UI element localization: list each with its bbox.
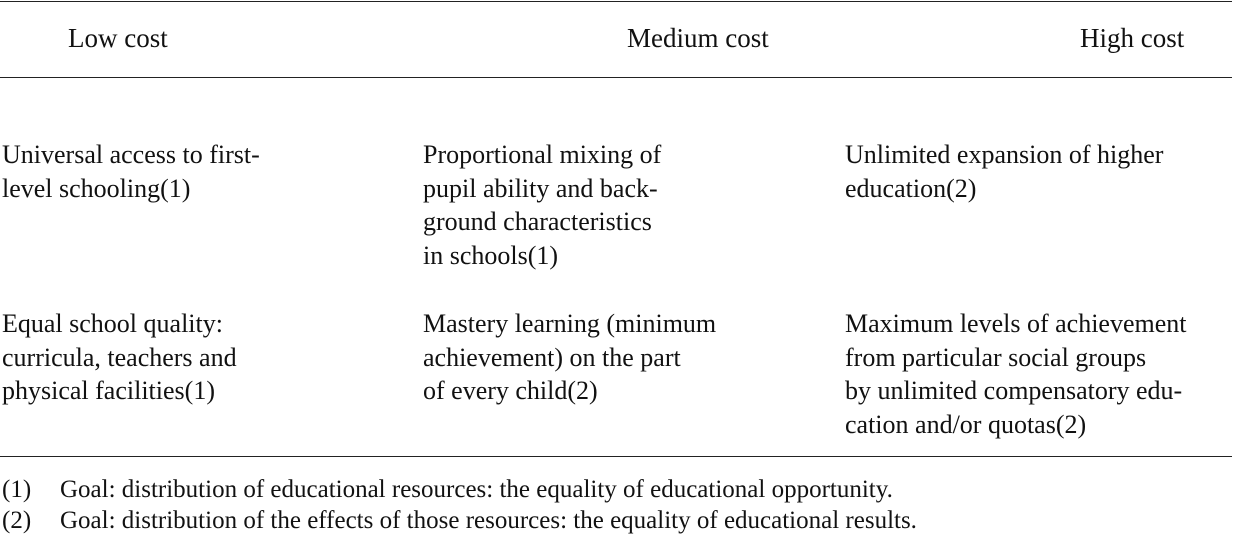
column-header-high-cost: High cost: [1080, 23, 1185, 53]
column-header-low-cost: Low cost: [68, 23, 168, 53]
footnote-1-marker: (1): [2, 476, 32, 503]
footnote-2-marker: (2): [2, 507, 32, 534]
table-cell-row2-low: Equal school quality: curricula, teacher…: [2, 309, 237, 405]
column-header-medium-cost: Medium cost: [627, 23, 769, 53]
footnote-2: (2) Goal: distribution of the effects of …: [2, 505, 917, 537]
footnote-2-text: Goal: distribution of the effects of tho…: [60, 507, 917, 534]
table-cell-row1-medium: Proportional mixing of pupil ability and…: [423, 140, 662, 270]
table-top-rule: [0, 1, 1232, 2]
table-cell-row1-low: Universal access to first- level schooli…: [2, 140, 260, 203]
header-rule: [0, 77, 1232, 78]
table-cell-row2-medium: Mastery learning (minimum achievement) o…: [423, 309, 717, 405]
footnote-1: (1) Goal: distribution of educational res…: [2, 474, 893, 506]
table-cell-row2-high: Maximum levels of achievement from parti…: [845, 309, 1187, 439]
footnote-1-text: Goal: distribution of educational resour…: [60, 476, 893, 503]
table-cell-row1-high: Unlimited expansion of higher education(…: [845, 140, 1164, 203]
table-bottom-rule: [0, 456, 1232, 457]
